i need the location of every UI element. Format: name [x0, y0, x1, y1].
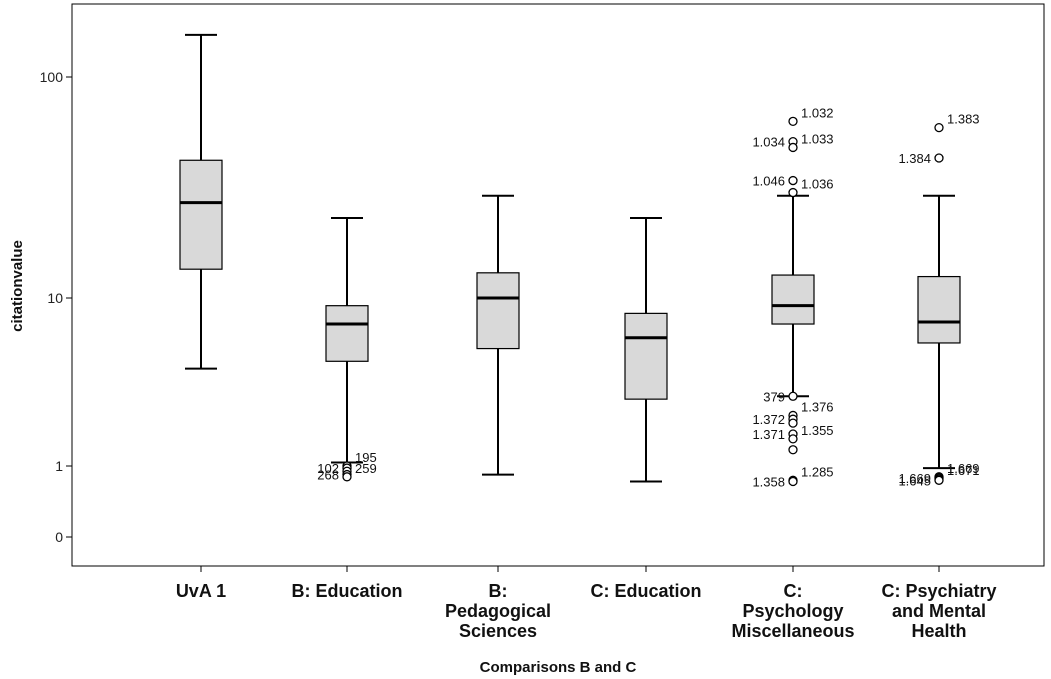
- outlier-label: 1.376: [801, 399, 834, 414]
- outlier-point: [788, 418, 798, 428]
- outlier-point: [788, 116, 798, 126]
- x-category-label: UvA 1: [176, 581, 226, 601]
- outlier-label: 1.032: [801, 105, 834, 120]
- outlier-label: 1.046: [752, 174, 785, 189]
- box-group: [179, 33, 223, 370]
- outlier-label: 379: [763, 389, 785, 404]
- iqr-box: [179, 159, 223, 270]
- x-category-label: Sciences: [459, 621, 537, 641]
- x-axis-title: Comparisons B and C: [480, 659, 637, 676]
- x-category-label: C:: [784, 581, 803, 601]
- y-tick-label: 10: [47, 290, 63, 306]
- outlier-point: [934, 122, 944, 133]
- outlier-label: 1.645: [898, 473, 931, 488]
- outlier-label: 1.669: [947, 461, 980, 476]
- x-category-label: Psychology: [742, 601, 843, 621]
- x-category-label: Miscellaneous: [731, 621, 854, 641]
- y-tick-label: 1: [55, 458, 63, 474]
- outlier-label: 1.034: [752, 135, 785, 150]
- outlier-label: 1.371: [752, 427, 785, 442]
- outlier-label: 1.671: [947, 463, 980, 478]
- outlier-label: 268: [317, 468, 339, 483]
- outlier-label: 1.358: [752, 475, 785, 490]
- x-category-label: B: Education: [292, 581, 403, 601]
- iqr-box: [771, 274, 815, 325]
- x-category-label: C: Psychiatry: [881, 581, 996, 601]
- outlier-point: [342, 472, 352, 482]
- outlier-point: [788, 391, 798, 401]
- outlier-label: 1.384: [898, 151, 931, 166]
- outlier-label: 1.355: [801, 423, 834, 438]
- outlier-point: [788, 434, 798, 444]
- outlier-label: 102: [317, 461, 339, 476]
- outlier-point: [788, 476, 798, 487]
- x-category-label: and Mental: [892, 601, 986, 621]
- iqr-box: [476, 272, 520, 350]
- outlier-point: [788, 175, 798, 186]
- x-category-label: B:: [489, 581, 508, 601]
- outlier-label: 1.372: [752, 412, 785, 427]
- y-axis-title: citationvalue: [9, 240, 26, 332]
- box-group: [624, 217, 668, 483]
- box-group: [476, 194, 520, 476]
- outlier-label: 1.036: [801, 177, 834, 192]
- outlier-label: 1.285: [801, 464, 834, 479]
- outlier-point: [934, 475, 944, 485]
- x-category-label: Health: [911, 621, 966, 641]
- outlier-point: [788, 187, 798, 198]
- outlier-label: 1.383: [947, 112, 980, 127]
- outlier-label: 259: [355, 461, 377, 476]
- x-category-label: Pedagogical: [445, 601, 551, 621]
- plot-frame: [71, 3, 1045, 567]
- outlier-point: [788, 142, 798, 153]
- x-category-label: C: Education: [591, 581, 702, 601]
- outlier-point: [934, 153, 944, 163]
- iqr-box: [325, 305, 369, 362]
- y-tick-label: 100: [40, 69, 64, 85]
- iqr-box: [624, 312, 668, 400]
- iqr-box: [917, 275, 961, 344]
- y-tick-label: 0: [55, 529, 63, 545]
- outlier-label: 1.033: [801, 131, 834, 146]
- outlier-label: 195: [355, 450, 377, 465]
- outlier-label: 1.669: [898, 471, 931, 486]
- outlier-point: [788, 445, 798, 455]
